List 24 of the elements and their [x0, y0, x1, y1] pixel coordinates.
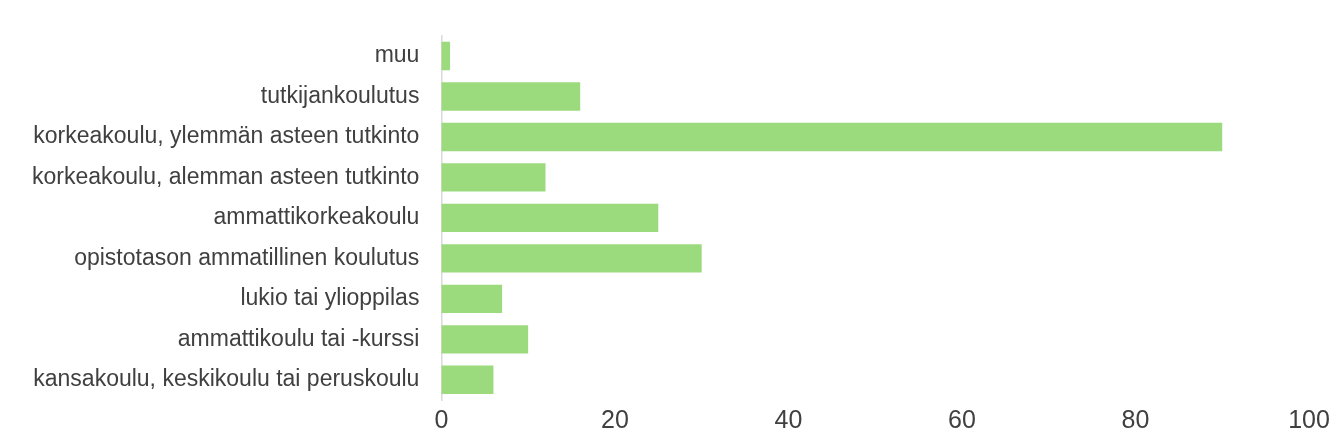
x-tick-label: 60 [948, 404, 976, 433]
y-tick-label: ammattikorkeakoulu [213, 203, 420, 230]
bar [441, 122, 1223, 152]
x-tick-label: 80 [1121, 404, 1150, 433]
bar [441, 163, 546, 192]
bar [441, 325, 529, 354]
bar [441, 82, 581, 111]
x-tick-label: 100 [1288, 404, 1330, 433]
bar [441, 284, 503, 313]
x-tick-label: 20 [601, 404, 629, 433]
y-tick-label: opistotason ammatillinen koulutus [74, 243, 420, 270]
y-tick-label: lukio tai ylioppilas [240, 284, 420, 311]
y-tick-label: ammattikoulu tai -kurssi [177, 324, 420, 351]
bar [441, 365, 494, 394]
bar [441, 41, 451, 71]
y-tick-label: muu [374, 41, 420, 68]
y-tick-label: kansakoulu, keskikoulu tai peruskoulu [33, 365, 420, 392]
y-tick-label: korkeakoulu, ylemmän asteen tutkinto [33, 122, 420, 149]
y-tick-label: tutkijankoulutus [260, 81, 420, 108]
bar [441, 244, 702, 273]
bar [441, 203, 659, 233]
x-tick-label: 0 [434, 404, 449, 433]
y-tick-label: korkeakoulu, alemman asteen tutkinto [31, 162, 420, 189]
x-tick-label: 40 [774, 404, 803, 433]
